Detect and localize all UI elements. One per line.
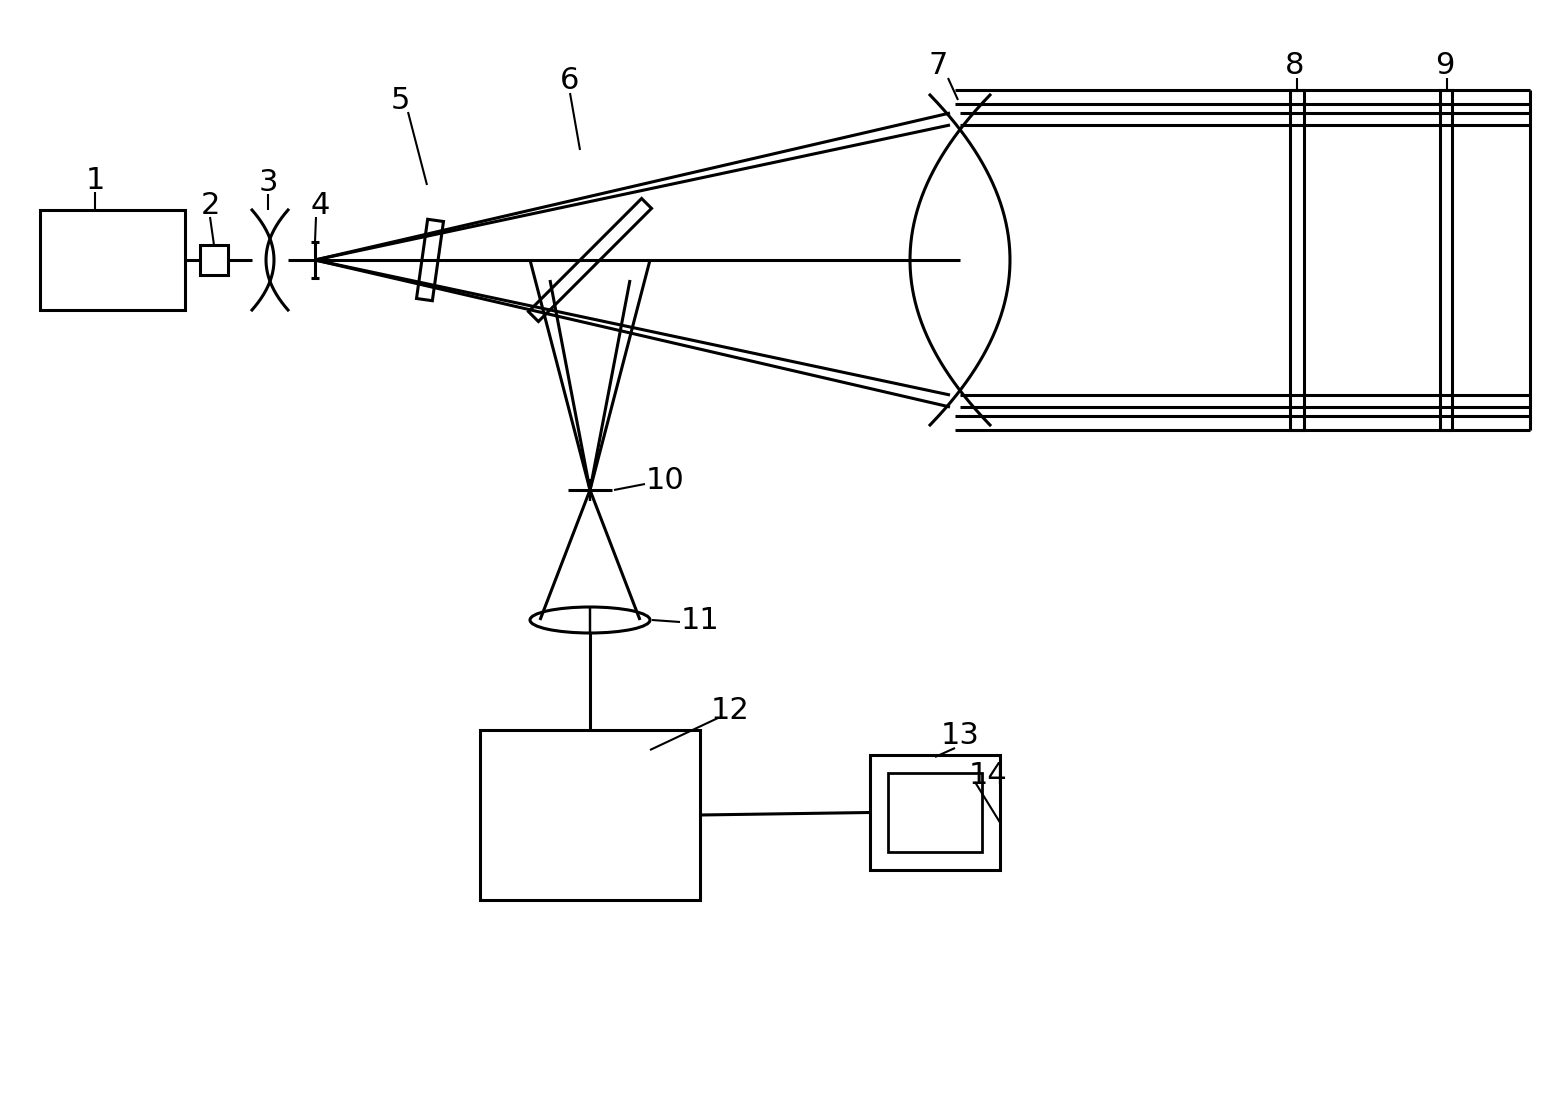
Text: 6: 6 <box>561 66 580 95</box>
Text: 11: 11 <box>680 606 719 635</box>
Text: 2: 2 <box>201 190 219 219</box>
Text: 9: 9 <box>1435 50 1454 79</box>
Text: 7: 7 <box>928 50 948 79</box>
Bar <box>870 755 1000 870</box>
Text: 4: 4 <box>310 190 329 219</box>
Text: 10: 10 <box>646 466 685 495</box>
Bar <box>201 245 229 275</box>
Text: 5: 5 <box>390 86 409 115</box>
Text: 12: 12 <box>710 695 749 725</box>
Ellipse shape <box>530 607 650 633</box>
Bar <box>480 729 700 900</box>
Text: 8: 8 <box>1285 50 1305 79</box>
Text: 14: 14 <box>968 761 1008 790</box>
Text: 1: 1 <box>85 166 105 195</box>
Bar <box>1440 90 1453 430</box>
Text: 3: 3 <box>259 168 277 197</box>
Bar <box>41 210 185 310</box>
Polygon shape <box>528 198 652 321</box>
Text: 13: 13 <box>940 721 979 749</box>
Bar <box>1290 90 1304 430</box>
Bar <box>888 773 983 852</box>
Polygon shape <box>417 219 443 300</box>
